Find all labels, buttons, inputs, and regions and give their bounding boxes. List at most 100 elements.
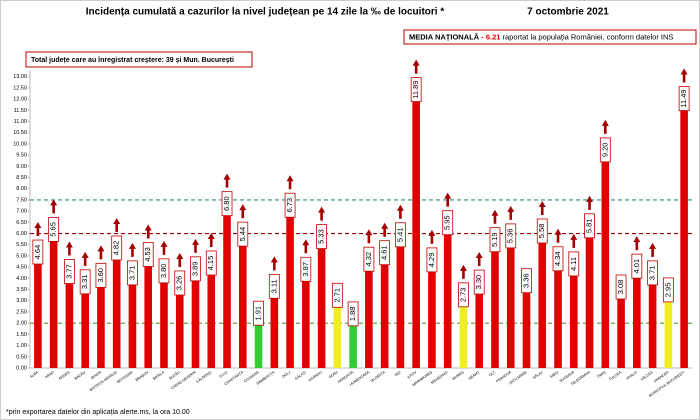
value-label: 4.29 bbox=[427, 253, 436, 268]
bar bbox=[506, 247, 515, 368]
value-label: 4.64 bbox=[33, 245, 42, 260]
bar bbox=[223, 215, 231, 368]
increase-arrow bbox=[381, 222, 389, 237]
value-label-box bbox=[536, 218, 548, 244]
y-tick-label: 1.50 bbox=[16, 332, 27, 338]
x-tick-label: DOLJ bbox=[281, 370, 291, 379]
increase-arrow bbox=[286, 175, 294, 190]
y-tick-label: 1.00 bbox=[16, 343, 27, 349]
bar bbox=[191, 280, 200, 368]
bar bbox=[601, 161, 610, 368]
bar bbox=[633, 278, 641, 368]
increase-arrow bbox=[223, 173, 231, 188]
y-tick-label: 11.00 bbox=[14, 119, 27, 125]
bar bbox=[49, 241, 58, 368]
chart-title: Incidența cumulată a cazurilor la nivel … bbox=[86, 7, 445, 18]
value-label: 6.73 bbox=[285, 198, 294, 213]
value-label: 3.89 bbox=[190, 262, 199, 277]
x-tick-label: BUZĂU bbox=[169, 370, 182, 380]
bar bbox=[81, 293, 89, 368]
value-label: 4.34 bbox=[553, 251, 562, 266]
x-tick-label: VÂLCEA bbox=[640, 370, 654, 382]
value-label-box bbox=[442, 210, 454, 236]
increase-box bbox=[25, 51, 253, 68]
increase-arrow bbox=[396, 204, 404, 219]
increase-arrow bbox=[633, 236, 641, 251]
increase-arrow bbox=[444, 192, 452, 207]
bar bbox=[144, 266, 153, 368]
value-label-box bbox=[316, 224, 327, 249]
y-tick-label: 3.50 bbox=[16, 287, 27, 293]
bar bbox=[302, 281, 310, 368]
y-tick-label: 4.50 bbox=[16, 265, 27, 271]
value-label: 5.33 bbox=[317, 229, 326, 244]
bar bbox=[365, 271, 373, 368]
value-label-box bbox=[111, 235, 123, 261]
x-tick-label: ALBA bbox=[29, 370, 39, 379]
y-tick-label: 8.00 bbox=[16, 186, 27, 192]
value-label: 3.26 bbox=[175, 276, 184, 291]
bar bbox=[128, 284, 137, 368]
bar bbox=[65, 283, 74, 368]
bar bbox=[428, 271, 436, 368]
value-label: 4.82 bbox=[112, 241, 121, 256]
value-label-box bbox=[426, 247, 438, 273]
bar bbox=[569, 275, 578, 368]
bar bbox=[443, 234, 452, 368]
value-label: 5.41 bbox=[395, 227, 404, 242]
value-label: 3.80 bbox=[159, 264, 168, 279]
value-label-box bbox=[300, 256, 312, 282]
value-label-box bbox=[379, 240, 391, 266]
value-label: 5.19 bbox=[490, 232, 499, 247]
value-label-box bbox=[174, 270, 186, 296]
value-label: 4.01 bbox=[632, 259, 641, 274]
increase-arrow bbox=[475, 252, 483, 267]
value-label-box bbox=[489, 227, 501, 253]
bar bbox=[554, 270, 562, 368]
increase-arrow bbox=[270, 256, 278, 271]
value-label: 1.91 bbox=[254, 306, 263, 321]
value-label-box bbox=[253, 300, 264, 326]
media-info: MEDIA NAȚIONALĂ - 6.21 raportat la popul… bbox=[409, 32, 673, 41]
bar bbox=[538, 242, 547, 368]
bar bbox=[380, 264, 389, 368]
value-label: 11.49 bbox=[679, 89, 688, 107]
value-label-box bbox=[268, 273, 280, 299]
value-label-box bbox=[64, 259, 75, 284]
bar bbox=[238, 246, 247, 368]
y-tick-label: 12.00 bbox=[13, 97, 27, 103]
y-tick-label: 5.00 bbox=[16, 253, 27, 259]
value-label: 5.58 bbox=[537, 224, 546, 239]
x-tick-label: GORJ bbox=[328, 370, 339, 379]
y-tick-label: 9.50 bbox=[16, 153, 27, 159]
value-label: 3.87 bbox=[301, 262, 310, 277]
media-value: - 6.21 bbox=[481, 32, 500, 41]
value-label-box bbox=[458, 282, 469, 308]
value-label: 3.11 bbox=[269, 279, 278, 293]
x-tick-label: BIHOR bbox=[90, 370, 102, 380]
x-tick-label: OLT bbox=[488, 370, 496, 378]
value-label-box bbox=[205, 250, 217, 276]
increase-arrow bbox=[65, 241, 73, 256]
x-tick-label: BACĂU bbox=[74, 370, 87, 381]
increase-arrow bbox=[365, 229, 373, 244]
bar bbox=[270, 298, 279, 368]
y-tick-label: 6.50 bbox=[16, 220, 27, 226]
increase-arrow bbox=[160, 240, 168, 255]
bar bbox=[254, 325, 263, 368]
value-label-box bbox=[473, 269, 485, 295]
value-label-box bbox=[552, 246, 564, 272]
bar bbox=[175, 294, 184, 368]
increase-arrow bbox=[239, 204, 247, 219]
bar bbox=[349, 325, 357, 368]
value-label-box bbox=[158, 258, 170, 284]
value-label: 4.61 bbox=[380, 245, 389, 260]
increase-arrow bbox=[192, 238, 199, 253]
bar bbox=[207, 275, 216, 368]
bar bbox=[680, 110, 688, 369]
value-label-box bbox=[237, 221, 249, 247]
increase-arrow bbox=[459, 264, 467, 279]
y-tick-label: 7.00 bbox=[16, 209, 27, 215]
value-label: 1.88 bbox=[348, 307, 357, 322]
